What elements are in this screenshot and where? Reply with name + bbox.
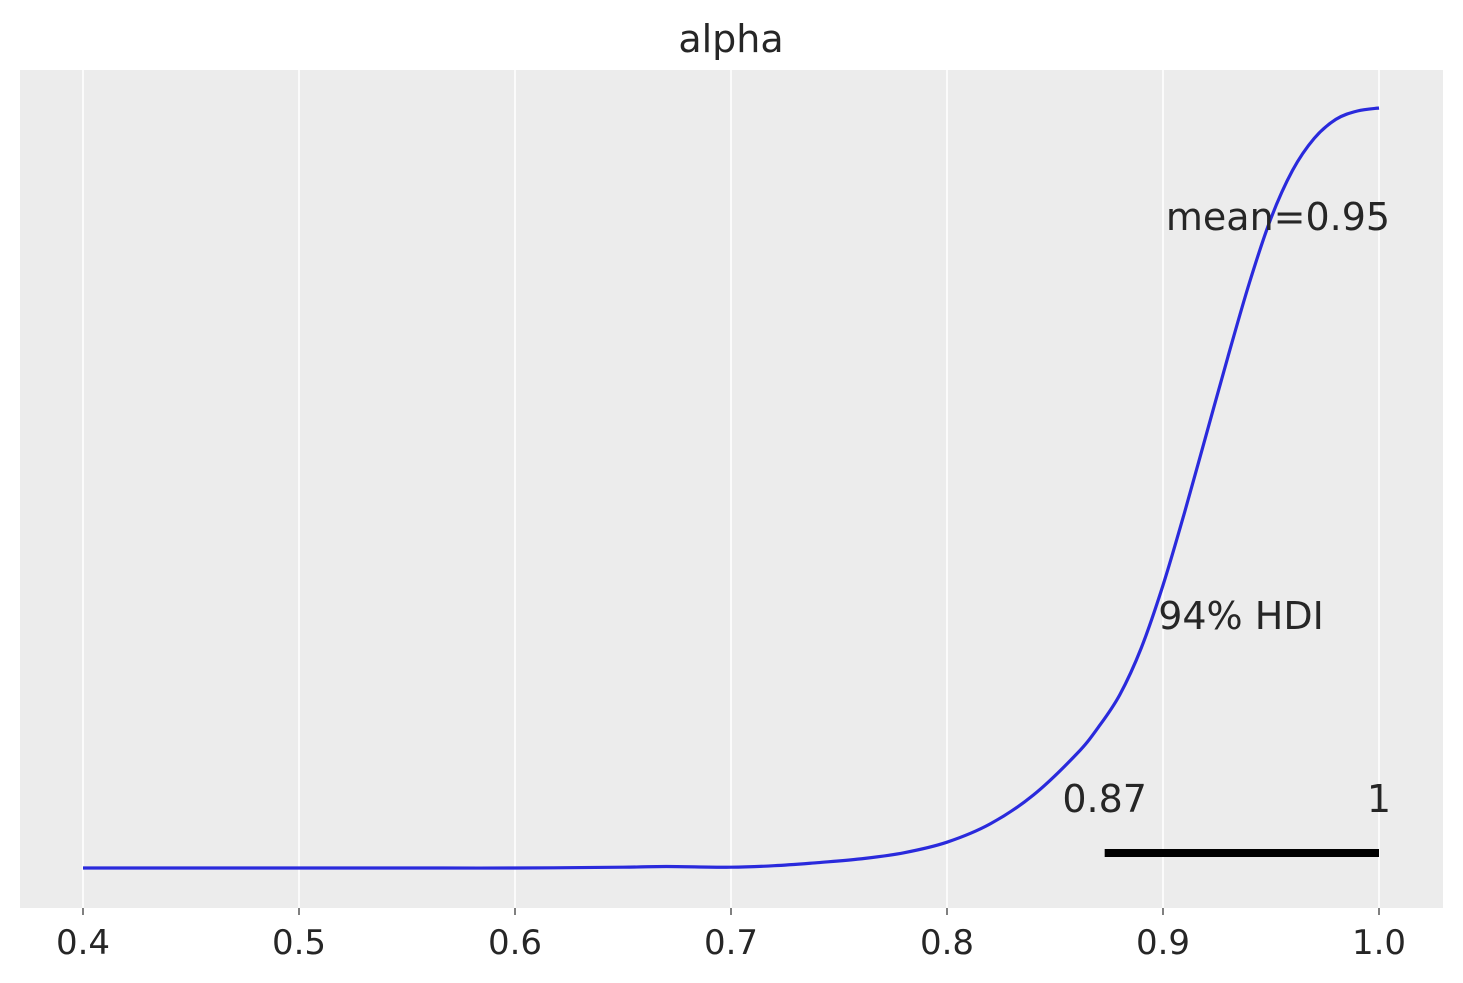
x-axis: 0.4 0.5 0.6 0.7 0.8 0.9 1.0	[56, 908, 1406, 963]
x-tick-label: 0.9	[1136, 923, 1190, 963]
x-tick-label: 0.7	[704, 923, 758, 963]
hdi-high-label: 1	[1367, 777, 1391, 821]
x-tick-label: 0.6	[488, 923, 542, 963]
x-tick-label: 0.5	[272, 923, 326, 963]
x-tick-label: 0.4	[56, 923, 110, 963]
chart-title: alpha	[678, 17, 783, 61]
x-tick-label: 0.8	[920, 923, 974, 963]
hdi-label: 94% HDI	[1158, 594, 1324, 638]
mean-label: mean=0.95	[1166, 195, 1390, 239]
x-tick-label: 1.0	[1352, 923, 1406, 963]
grid-lines	[82, 70, 1380, 908]
density-curve	[83, 106, 1380, 870]
hdi-low-label: 0.87	[1062, 777, 1147, 821]
